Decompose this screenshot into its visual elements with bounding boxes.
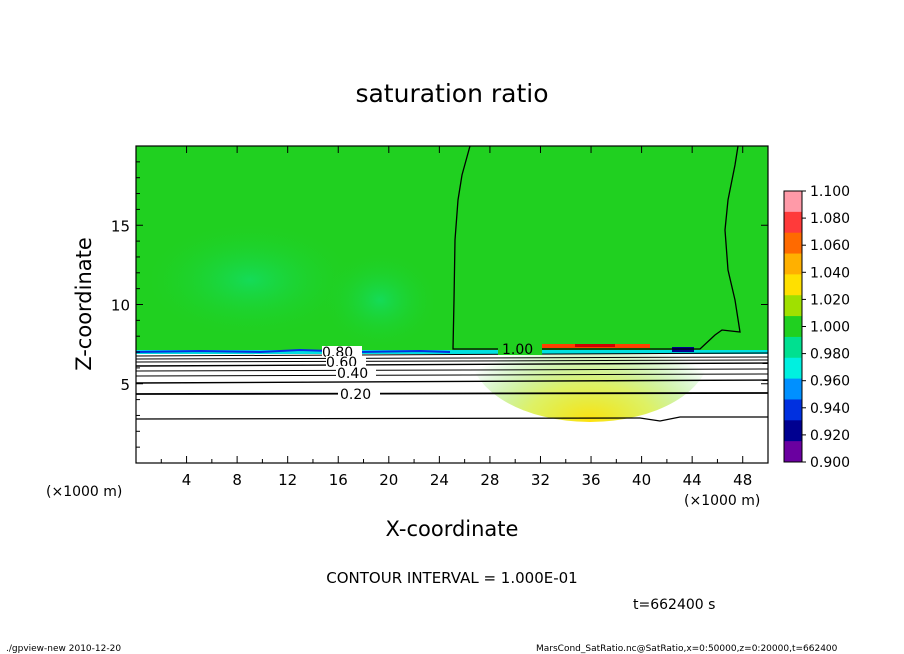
contour-label-1-00: 1.00 [502, 342, 533, 358]
colorbar-swatch [784, 316, 802, 338]
colorbar-label: 0.980 [810, 347, 850, 363]
supersaturated-core [575, 344, 615, 347]
y-axis-label: Z-coordinate [72, 237, 96, 371]
cool-patch-mid [320, 250, 440, 350]
x-axis: 4 8 12 16 20 24 28 32 36 40 44 48 [160, 146, 752, 489]
contour-labels: 1.00 0.80 0.60 0.40 0.20 [322, 342, 542, 403]
colorbar-label: 0.960 [810, 374, 850, 390]
colorbar-label: 0.900 [810, 455, 850, 471]
footer-right: MarsCond_SatRatio.nc@SatRatio,x=0:50000,… [536, 644, 838, 654]
time-label: t=662400 s [633, 597, 715, 613]
colorbar-label: 0.940 [810, 401, 850, 417]
x-tick-label: 44 [683, 471, 702, 489]
footer-left: ./gpview-new 2010-12-20 [6, 644, 121, 654]
plot-area [136, 146, 768, 463]
colorbar-label: 1.040 [810, 265, 850, 281]
x-tick-label: 48 [733, 471, 752, 489]
colorbar-swatch [784, 399, 802, 421]
colorbar-swatch [784, 378, 802, 400]
contour-label-0-20: 0.20 [340, 387, 371, 403]
x-tick-label: 8 [232, 471, 242, 489]
x-unit-left: (×1000 m) [46, 484, 122, 500]
x-tick-label: 16 [329, 471, 348, 489]
x-tick-label: 24 [430, 471, 449, 489]
colorbar-label: 1.080 [810, 211, 850, 227]
colorbar-swatch [784, 211, 802, 234]
x-tick-label: 12 [278, 471, 297, 489]
colorbar-label: 1.020 [810, 292, 850, 308]
contour-label-0-40: 0.40 [337, 366, 368, 382]
colorbar: 1.100 1.080 1.060 1.040 1.020 1.000 0.980 0.960… [783, 184, 850, 471]
colorbar-swatch [784, 274, 802, 296]
colorbar-swatch [784, 441, 802, 463]
x-tick-label: 40 [632, 471, 651, 489]
colorbar-label: 1.100 [810, 184, 850, 200]
colorbar-label: 1.060 [810, 238, 850, 254]
colorbar-swatch [784, 357, 802, 380]
x-unit-right: (×1000 m) [684, 493, 760, 509]
contour-1-00-main [452, 146, 741, 350]
colorbar-swatch [784, 420, 802, 442]
colorbar-label: 0.920 [810, 428, 850, 444]
colorbar-swatch [784, 232, 802, 255]
colorbar-swatch [784, 336, 802, 359]
dry-band-edge [136, 348, 451, 354]
cool-patch-left [140, 220, 360, 340]
chart-title: saturation ratio [355, 79, 548, 108]
low-contours [136, 352, 768, 422]
y-tick-label: 10 [111, 297, 130, 315]
x-axis-label: X-coordinate [386, 517, 519, 541]
colorbar-swatch [784, 253, 802, 275]
x-tick-label: 4 [182, 471, 192, 489]
y-tick-label: 5 [120, 376, 130, 394]
x-tick-label: 36 [581, 471, 600, 489]
colorbar-swatch [784, 191, 802, 213]
y-tick-label: 15 [111, 217, 130, 235]
colorbar-swatch [784, 295, 802, 317]
x-tick-label: 28 [480, 471, 499, 489]
y-axis: 5 10 15 [111, 161, 768, 448]
x-tick-label: 20 [379, 471, 398, 489]
x-tick-label: 32 [531, 471, 550, 489]
colorbar-label: 1.000 [810, 320, 850, 336]
dry-band [136, 350, 768, 354]
contour-interval: CONTOUR INTERVAL = 1.000E-01 [326, 569, 577, 587]
